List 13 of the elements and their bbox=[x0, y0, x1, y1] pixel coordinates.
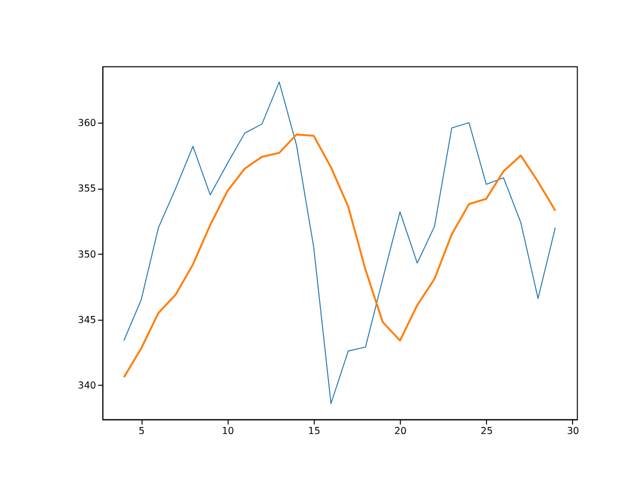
y-tick-label: 340 bbox=[78, 380, 96, 392]
y-tick-label: 355 bbox=[78, 184, 96, 195]
x-tick-label: 10 bbox=[222, 426, 234, 438]
x-tick-label: 15 bbox=[308, 426, 320, 438]
y-tick-label: 350 bbox=[78, 249, 96, 260]
y-tick-label: 345 bbox=[78, 314, 96, 326]
x-tick-label: 5 bbox=[138, 426, 145, 438]
x-tick-label: 20 bbox=[394, 426, 407, 438]
x-tick-label: 25 bbox=[480, 426, 493, 438]
line-series bbox=[123, 82, 556, 404]
line-series bbox=[122, 134, 556, 378]
y-tick-label: 360 bbox=[78, 118, 96, 130]
x-tick-label: 30 bbox=[566, 426, 580, 438]
